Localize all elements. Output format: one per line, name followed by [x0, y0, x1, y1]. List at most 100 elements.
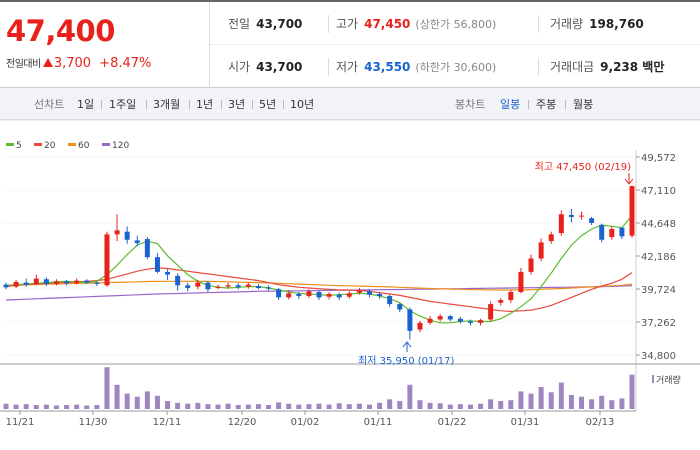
volume-bar: [589, 399, 595, 409]
candle-body: [589, 218, 595, 223]
high-arrow-icon: [624, 178, 634, 185]
candle-body: [266, 287, 272, 289]
candle-body: [296, 294, 302, 297]
price-box: 47,400 전일대비 3,700 +8.47%: [0, 2, 210, 88]
low-arrow-icon: [402, 341, 412, 348]
legend-swatch-120: [102, 143, 110, 146]
volume-bar: [144, 391, 150, 409]
candle-body: [94, 282, 100, 284]
low-value: 43,550: [364, 59, 411, 74]
high-cell: 고가 47,450 (상한가 56,800): [336, 2, 496, 45]
period-3y[interactable]: 3년: [228, 98, 246, 111]
x-tick-label: 11/21: [6, 417, 35, 428]
y-tick-label: 34,800: [641, 351, 676, 362]
candle-daily[interactable]: 일봉: [500, 98, 521, 111]
candle-body: [568, 214, 574, 217]
ma-line-20: [5, 267, 633, 313]
y-tick-label: 49,572: [641, 153, 676, 164]
candle-chart-label: 봉차트: [455, 98, 486, 111]
candle-weekly[interactable]: 주봉: [536, 98, 557, 111]
period-10y[interactable]: 10년: [290, 98, 315, 111]
change-row: 전일대비 3,700 +8.47%: [6, 55, 151, 71]
legend-label-5: 5: [16, 141, 22, 151]
divider: [252, 100, 253, 109]
x-tick-label: 01/22: [438, 417, 467, 428]
candle-body: [558, 214, 564, 234]
volume-bar: [154, 395, 160, 409]
current-price: 47,400: [6, 14, 115, 48]
volume-bar: [266, 405, 272, 409]
candle-body: [205, 282, 211, 290]
divider: [221, 100, 222, 109]
candle-body: [175, 275, 181, 286]
volume-bar: [397, 401, 403, 409]
volume-bar: [43, 404, 49, 409]
divider: [101, 100, 102, 109]
candle-body: [498, 300, 504, 303]
volume-bar: [235, 405, 241, 409]
volume-bar: [64, 405, 70, 409]
volume-bar: [437, 403, 443, 409]
x-tick-label: 12/11: [153, 417, 182, 428]
volume-bar: [336, 403, 342, 409]
candle-monthly[interactable]: 월봉: [573, 98, 594, 111]
upper-limit: (상한가 56,800): [415, 17, 497, 31]
divider: [528, 100, 529, 109]
candle-body: [185, 285, 191, 288]
legend-swatch-5: [6, 143, 14, 146]
candle-body: [579, 215, 585, 217]
period-1w[interactable]: 1주일: [109, 98, 137, 111]
price-chart[interactable]: 49,572 47,110 44,648 42,186 39,724 37,262 34,8…: [0, 120, 700, 450]
open-cell: 시가 43,700: [228, 45, 302, 88]
volume-bar: [53, 405, 59, 409]
volume-bar: [296, 404, 302, 409]
period-1y[interactable]: 1년: [196, 98, 214, 111]
x-tick-label: 01/02: [291, 417, 320, 428]
candle-body: [407, 309, 413, 331]
volume-bar: [124, 393, 130, 409]
candle-body: [84, 280, 90, 283]
candle-body: [397, 304, 403, 310]
candle-body: [457, 318, 463, 322]
y-tick-label: 37,262: [641, 318, 676, 329]
period-5y[interactable]: 5년: [259, 98, 277, 111]
candle-body: [488, 304, 494, 320]
low-annotation: 최저 35,950 (01/17): [358, 355, 454, 367]
volume-bar: [579, 396, 585, 409]
candle-body: [478, 320, 484, 323]
volume-bar: [387, 399, 393, 409]
change-label: 전일대비: [6, 59, 41, 70]
volume-cell: 거래량 198,760: [550, 2, 644, 45]
volume-bar: [94, 405, 100, 409]
x-tick-label: 02/13: [586, 417, 615, 428]
y-tick-label: 47,110: [641, 186, 676, 197]
volume-bar: [377, 402, 383, 409]
divider: [538, 58, 539, 76]
amount-value: 9,238 백만: [600, 60, 665, 74]
candle-body: [43, 279, 49, 284]
volume-bar: [185, 403, 191, 409]
candle-body: [13, 281, 19, 287]
period-1d[interactable]: 1일: [77, 98, 95, 111]
candle-body: [447, 316, 453, 320]
volume-bar: [356, 403, 362, 409]
high-label: 고가: [336, 17, 359, 31]
period-3m[interactable]: 3개월: [153, 98, 181, 111]
high-annotation: 최고 47,450 (02/19): [535, 161, 631, 173]
volume-bar: [114, 384, 120, 409]
amount-cell: 거래대금 9,238 백만: [550, 45, 664, 88]
divider: [189, 100, 190, 109]
lower-limit: (하한가 30,600): [415, 60, 497, 74]
volume-bar: [518, 391, 524, 409]
candle-body: [104, 234, 110, 286]
volume-bar: [3, 403, 9, 409]
candle-body: [619, 227, 625, 237]
candle-body: [356, 290, 362, 293]
volume-bar: [255, 404, 261, 409]
volume-bar: [316, 403, 322, 409]
candle-body: [245, 284, 251, 287]
volume-bar: [195, 402, 201, 409]
volume-bar: [366, 404, 372, 409]
candle-body: [225, 285, 231, 287]
candle-body: [437, 316, 443, 320]
